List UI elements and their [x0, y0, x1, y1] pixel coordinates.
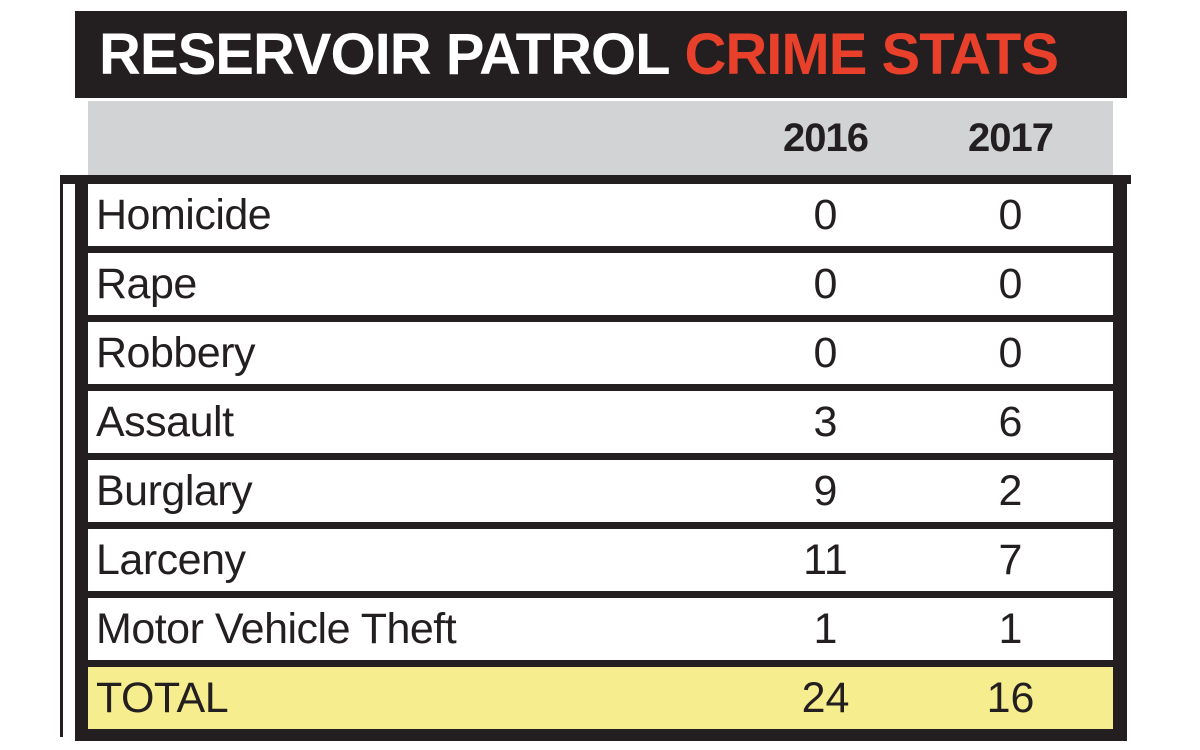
- row-value-2016: 1: [813, 604, 838, 653]
- table-row-burglary: Burglary 9 2: [88, 460, 1113, 522]
- row-value-2016: 0: [813, 328, 838, 377]
- total-value-2017: 16: [986, 673, 1035, 722]
- row-value-2017: 6: [998, 397, 1023, 446]
- total-label: TOTAL: [96, 673, 229, 722]
- table-row-robbery: Robbery 0 0: [88, 322, 1113, 384]
- left-hairline-rule: [60, 177, 63, 737]
- row-label: Rape: [96, 259, 197, 308]
- table-row-assault: Assault 3 6: [88, 391, 1113, 453]
- row-value-2016: 9: [813, 466, 838, 515]
- row-value-2016: 0: [813, 190, 838, 239]
- row-value-2016: 11: [803, 535, 848, 584]
- table-row-rape: Rape 0 0: [88, 253, 1113, 315]
- row-value-2016: 3: [813, 397, 838, 446]
- total-value-2016: 24: [801, 673, 850, 722]
- table-row-homicide: Homicide 0 0: [88, 184, 1113, 246]
- header-divider-rule: [60, 175, 1131, 184]
- title-bar: RESERVOIR PATROL CRIME STATS: [75, 11, 1127, 98]
- row-label: Robbery: [96, 328, 256, 377]
- row-value-2017: 2: [998, 466, 1023, 515]
- row-label: Assault: [96, 397, 234, 446]
- year-2017-header: 2017: [968, 115, 1054, 160]
- page-title-accent: CRIME STATS: [684, 21, 1060, 87]
- row-label: Larceny: [96, 535, 246, 584]
- row-label: Motor Vehicle Theft: [96, 604, 457, 653]
- row-label: Burglary: [96, 466, 253, 515]
- row-value-2017: 0: [998, 190, 1023, 239]
- year-header-row: 2016 2017: [88, 101, 1113, 175]
- table-row-total: TOTAL 24 16: [88, 667, 1113, 729]
- row-value-2017: 7: [998, 535, 1023, 584]
- row-label: Homicide: [96, 190, 272, 239]
- table-row-larceny: Larceny 11 7: [88, 529, 1113, 591]
- table-body: Homicide 0 0 Rape 0 0 Robbery 0 0 Assaul…: [75, 184, 1127, 741]
- crime-stats-table: RESERVOIR PATROL CRIME STATS 2016 2017 H…: [60, 11, 1131, 741]
- row-value-2017: 0: [998, 328, 1023, 377]
- row-value-2016: 0: [813, 259, 838, 308]
- row-value-2017: 0: [998, 259, 1023, 308]
- year-2016-header: 2016: [783, 115, 869, 160]
- table-row-motor-vehicle-theft: Motor Vehicle Theft 1 1: [88, 598, 1113, 660]
- page-title-primary: RESERVOIR PATROL: [99, 21, 671, 87]
- row-value-2017: 1: [998, 604, 1023, 653]
